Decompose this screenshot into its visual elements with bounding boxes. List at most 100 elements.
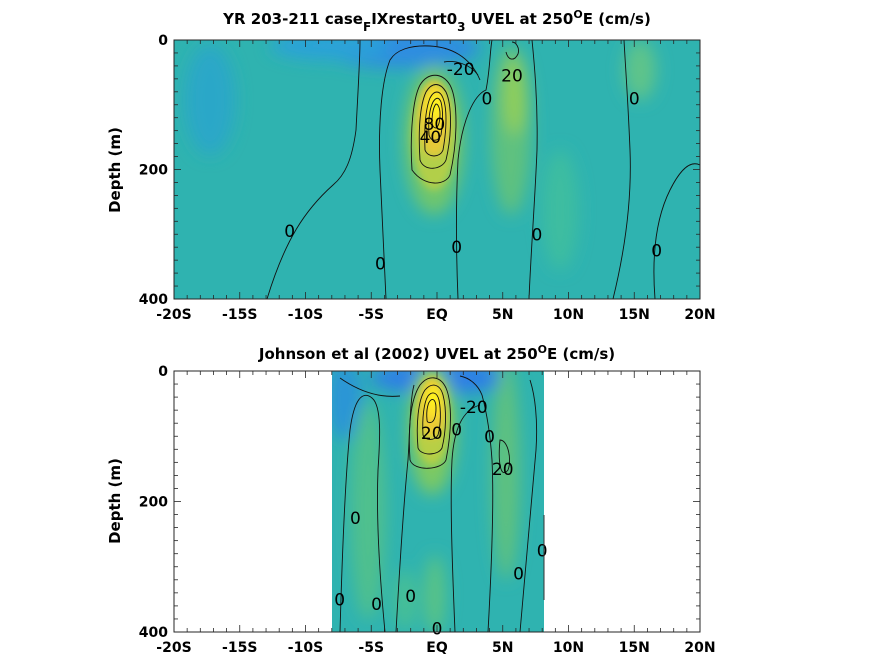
contour-line [416,384,446,455]
contour-line [426,399,437,424]
surface-westward-current [270,40,390,60]
contour-label: 0 [375,254,386,274]
contour-line [443,61,479,76]
y-tick-label: 0 [158,33,168,49]
x-tick-label: 10N [553,307,584,323]
contour-line [431,103,441,129]
y-tick-label: 200 [139,163,168,179]
x-tick-label: 20N [684,640,715,656]
title-subscript: 3 [457,20,465,34]
y-tick-label: 400 [139,625,168,641]
surface-westward-current [332,371,363,440]
title-part: UVEL at 250 [466,10,574,28]
x-tick-label: 20N [684,307,715,323]
title-part: Johnson et al (2002) UVEL at 250 [258,345,538,363]
contour-line [339,394,386,632]
title-superscript: O [538,343,547,356]
contour-label: 0 [371,595,382,615]
x-tick-label: -5S [358,640,384,656]
contour-label: 0 [482,89,493,109]
panel-bottom-field [332,371,544,632]
contour-line [428,97,443,141]
contour-line [424,91,447,157]
contour-label: 0 [405,587,416,607]
x-tick-label: EQ [426,640,448,656]
y-tick-label: 0 [158,364,168,380]
surface-westward-current [624,40,656,100]
contour-line [408,377,451,469]
contour-line [339,377,401,397]
contour-line [379,45,481,299]
contour-label: -20 [447,60,475,80]
contour-label: 20 [421,424,443,444]
contour-line [528,40,538,299]
x-tick-label: -20S [156,307,191,323]
contour-label: 0 [350,509,361,529]
x-tick-label: -10S [288,640,323,656]
contour-line [422,392,441,440]
title-part: YR 203-211 case [222,10,363,28]
x-tick-label: 5N [492,640,513,656]
x-tick-label: 15N [619,307,650,323]
contour-line [459,375,494,632]
title-part: IXrestart0 [371,10,457,28]
off-equator-current [503,55,527,135]
x-tick-label: 10N [553,640,584,656]
x-tick-label: -15S [222,640,257,656]
contour-line [519,379,538,632]
off-equator-current [542,150,578,270]
title-part: E (cm/s) [583,10,651,28]
contour-line [266,40,361,299]
contour-label: 40 [420,128,442,148]
off-equator-current [425,555,445,632]
title-superscript: O [573,8,582,21]
contour-label: 0 [451,238,462,258]
contour-line [410,74,457,184]
contour-label: 0 [537,541,548,561]
x-tick-label: EQ [426,307,448,323]
contour-line [612,40,631,299]
contour-label: 0 [513,564,524,584]
contour-line [498,439,511,473]
title-part: E (cm/s) [547,345,615,363]
contour-label: -20 [460,398,488,418]
contour-label: 0 [651,241,662,261]
contour-label: 80 [424,115,446,135]
off-equator-current [492,371,520,580]
contour-label: 20 [492,460,514,480]
contour-line [505,41,519,60]
off-equator-current [350,400,386,620]
y-tick-label: 400 [139,292,168,308]
contour-line [653,163,700,299]
panel-top-field [174,40,700,299]
panel-bottom-ylabel: Depth (m) [106,458,124,544]
surface-westward-current [185,45,235,155]
panel-top-title: YR 203-211 caseFIXrestart03 UVEL at 250O… [222,8,651,34]
title-subscript: F [363,20,371,34]
contour-line [450,404,481,632]
contour-label: 0 [334,590,345,610]
x-tick-label: -15S [222,307,257,323]
contour-label: 0 [484,427,495,447]
contour-line [418,84,451,169]
panel-bottom: Johnson et al (2002) UVEL at 250OE (cm/s… [106,343,716,656]
y-tick-label: 200 [139,495,168,511]
contour-label: 0 [629,89,640,109]
contour-label: 0 [532,225,543,245]
contour-label: 0 [284,222,295,242]
x-tick-label: 15N [619,640,650,656]
contour-line [456,40,493,299]
contour-label: 20 [501,67,523,87]
x-tick-label: 5N [492,307,513,323]
contour-line [395,384,415,632]
x-tick-label: -20S [156,640,191,656]
panel-bottom-title: Johnson et al (2002) UVEL at 250OE (cm/s… [258,343,615,363]
contour-label: 0 [451,421,462,441]
x-tick-label: -10S [288,307,323,323]
x-tick-label: -5S [358,307,384,323]
